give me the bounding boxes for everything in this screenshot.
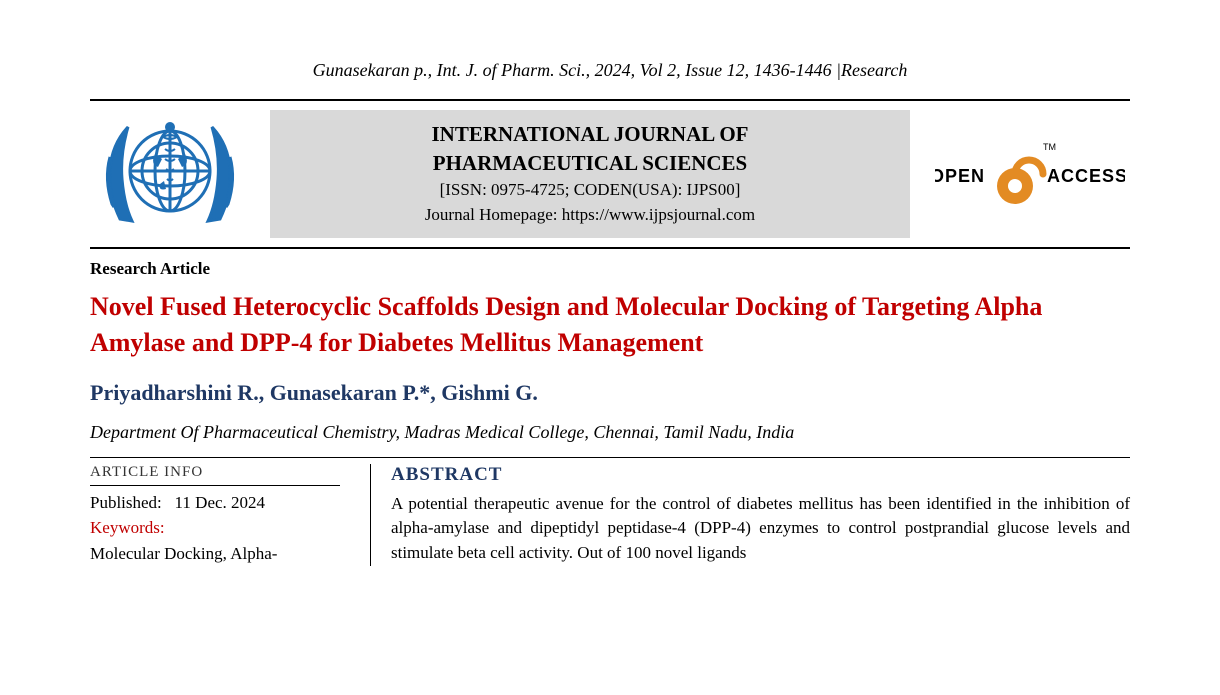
header-band: INTERNATIONAL JOURNAL OF PHARMACEUTICAL … <box>90 109 1130 239</box>
published-row: Published: 11 Dec. 2024 <box>90 490 340 516</box>
two-column-region: ARTICLE INFO Published: 11 Dec. 2024 Key… <box>90 457 1130 567</box>
affiliation: Department Of Pharmaceutical Chemistry, … <box>90 422 1130 443</box>
article-info-column: ARTICLE INFO Published: 11 Dec. 2024 Key… <box>90 464 340 567</box>
un-style-logo-icon <box>100 109 240 239</box>
article-title: Novel Fused Heterocyclic Scaffolds Desig… <box>90 289 1130 362</box>
article-type: Research Article <box>90 259 1130 279</box>
article-info-heading: ARTICLE INFO <box>90 464 340 486</box>
bottom-rule <box>90 247 1130 249</box>
access-word: ACCESS <box>1047 166 1125 186</box>
author-list: Priyadharshini R., Gunasekaran P.*, Gish… <box>90 380 1130 406</box>
journal-homepage: Journal Homepage: https://www.ijpsjourna… <box>290 202 890 228</box>
published-label: Published: <box>90 493 162 512</box>
journal-title-line1: INTERNATIONAL JOURNAL OF <box>290 120 890 148</box>
abstract-text: A potential therapeutic avenue for the c… <box>391 492 1130 566</box>
abstract-heading: ABSTRACT <box>391 464 1130 486</box>
open-word: OPEN <box>935 166 985 186</box>
open-access-badge: OPEN TM ACCESS <box>930 134 1130 214</box>
keywords-label: Keywords: <box>90 515 340 541</box>
tm-mark: TM <box>1043 142 1056 152</box>
journal-title-line2: PHARMACEUTICAL SCIENCES <box>290 149 890 177</box>
abstract-column: ABSTRACT A potential therapeutic avenue … <box>370 464 1130 567</box>
journal-info-box: INTERNATIONAL JOURNAL OF PHARMACEUTICAL … <box>270 110 910 238</box>
published-value: 11 Dec. 2024 <box>175 493 266 512</box>
journal-logo <box>90 109 250 239</box>
journal-issn: [ISSN: 0975-4725; CODEN(USA): IJPS00] <box>290 177 890 203</box>
keywords-value: Molecular Docking, Alpha- <box>90 541 340 567</box>
top-rule <box>90 99 1130 101</box>
open-access-icon: OPEN TM ACCESS <box>935 134 1125 214</box>
running-header: Gunasekaran p., Int. J. of Pharm. Sci., … <box>90 60 1130 81</box>
